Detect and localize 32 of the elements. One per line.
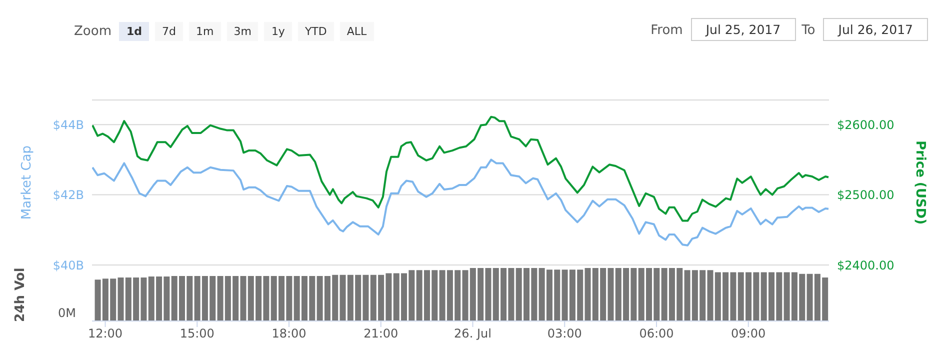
y2-tick-label: $2600.00 [837,118,894,132]
y-axis-title: 24h Vol [13,268,28,322]
y-tick-label: $44B [52,118,84,132]
text: 0M [58,306,76,320]
y-axis-title: Market Cap [20,145,35,220]
x-tick-label: 15:00 [180,326,214,341]
x-tick-label: 12:00 [88,326,123,341]
text: 1y [264,22,292,41]
x-tick-label: 06:00 [639,326,674,341]
y2-tick-label: $2500.00 [837,188,894,202]
line-series [92,158,829,246]
text: Zoom [73,23,112,41]
y-tick-label: $40B [52,258,84,272]
line-series [92,116,829,222]
text: YTD [298,22,334,41]
x-tick-label: 26. Jul [454,326,492,341]
x-tick-label: 18:00 [272,326,306,341]
text: From [650,22,684,40]
x-tick-label: 03:00 [547,326,582,341]
x-tick-label: 09:00 [731,326,766,341]
text: 7d [155,22,183,41]
text: Jul 26, 2017 [823,18,928,41]
text: ALL [340,22,374,41]
x-tick-label: 21:00 [364,326,398,341]
y2-tick-label: $2400.00 [837,258,894,272]
text: 1d [119,22,150,41]
text: 3m [226,22,258,41]
y2-axis-title: Price (USD) [912,140,928,225]
text: To [800,22,816,40]
y-tick-label: $42B [52,188,84,202]
text: 1m [189,22,221,41]
text: Jul 25, 2017 [690,18,796,41]
